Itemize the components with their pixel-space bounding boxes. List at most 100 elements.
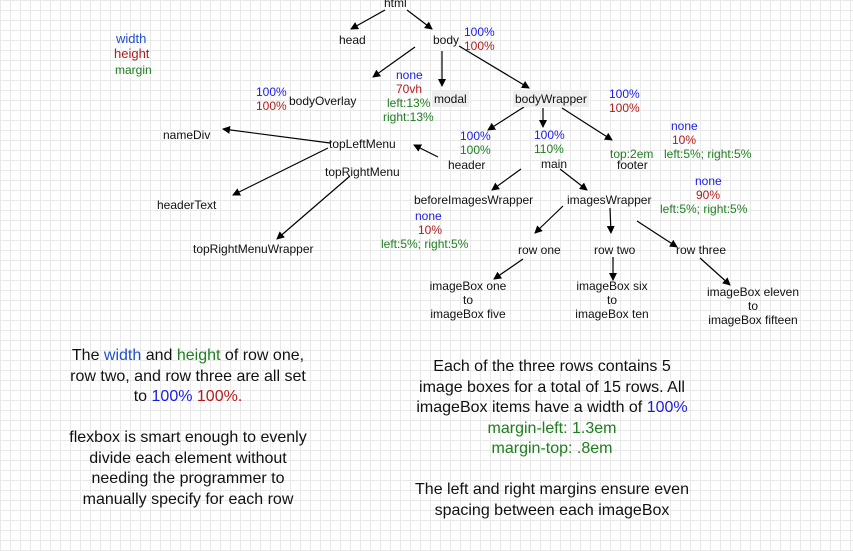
body-height: 100%: [464, 39, 495, 53]
arrow-imageswrapper-rowtwo: [606, 207, 615, 234]
arrow-rowthree-boxes: [699, 257, 731, 286]
node-modal: modal: [432, 91, 469, 107]
footer-width: none: [671, 119, 698, 133]
imagebox-group-one-line2: to: [462, 293, 473, 307]
node-main: main: [541, 157, 568, 171]
node-head: head: [339, 33, 366, 47]
node-bodyoverlay: bodyOverlay: [289, 94, 357, 108]
arrow-bodywrapper-footer: [561, 107, 613, 141]
note-left-pct-width: 100%: [151, 388, 193, 405]
note-left-text-c: of row one,: [220, 347, 305, 364]
arrow-topleftmenu-headertext: [232, 147, 329, 196]
node-header: header: [448, 158, 486, 172]
note-left-line2: row two, and row three are all set: [70, 367, 306, 385]
node-imagebox-group-three: imageBox eleven to imageBox fifteen: [703, 285, 803, 327]
legend-margin: margin: [115, 63, 152, 77]
node-footer: footer: [617, 158, 648, 172]
note-left-text-b: and: [141, 347, 177, 364]
bodyoverlay-height: 100%: [256, 99, 287, 113]
note-left-line3: to 100% 100%.: [40, 387, 336, 408]
bodywrapper-height: 100%: [609, 101, 640, 115]
header-width: 100%: [460, 129, 491, 143]
legend-width: width: [116, 31, 147, 46]
arrow-imageswrapper-rowone: [534, 205, 564, 234]
imagebox-group-three-line3: imageBox fifteen: [708, 313, 798, 327]
node-headertext: headerText: [157, 198, 217, 212]
note-right-line6: The left and right margins ensure even: [415, 481, 689, 498]
imageswrapper-height: 90%: [696, 188, 721, 202]
arrow-bodywrapper-header: [487, 106, 525, 131]
note-right-margin-top: margin-top: .8em: [491, 440, 613, 457]
arrow-rowone-boxes: [493, 258, 524, 280]
main-width: 100%: [534, 128, 565, 142]
note-left: The width and height of row one, row two…: [40, 346, 336, 510]
node-row-three: row three: [676, 243, 727, 257]
imagebox-group-one-line1: imageBox one: [429, 279, 507, 293]
node-imagebox-group-one: imageBox one to imageBox five: [428, 279, 508, 321]
arrow-imageswrapper-rowthree: [636, 220, 678, 248]
beforeimageswrapper-margins: left:5%; right:5%: [381, 237, 469, 251]
note-left-text-d: to: [133, 388, 152, 405]
node-html: html: [384, 0, 407, 10]
imagebox-group-three-line2: to: [747, 299, 758, 313]
note-left-p2-line3: needing the programmer to: [91, 470, 285, 487]
note-left-text-a: The: [71, 347, 104, 364]
note-left-line1: The width and height of row one,: [40, 346, 336, 367]
bodywrapper-width: 100%: [609, 87, 640, 101]
modal-width: none: [396, 68, 423, 82]
node-row-one: row one: [518, 243, 561, 257]
note-right-line1: Each of the three rows contains 5: [433, 358, 671, 375]
arrow-header-topleftmenu: [413, 144, 439, 158]
node-body: body: [433, 33, 460, 47]
imagebox-group-one-line3: imageBox five: [430, 307, 506, 321]
note-left-p2-line4: manually specify for each row: [82, 490, 294, 508]
modal-right: right:13%: [383, 110, 434, 124]
arrow-html-body: [406, 9, 433, 30]
imagebox-group-two-line1: imageBox six: [576, 279, 648, 293]
node-imagebox-group-two: imageBox six to imageBox ten: [570, 279, 654, 321]
note-left-width-word: width: [103, 347, 142, 364]
node-imageswrapper: imagesWrapper: [567, 193, 652, 207]
arrow-main-beforeimageswrapper: [491, 168, 522, 191]
imageswrapper-width: none: [695, 174, 722, 188]
node-bodywrapper: bodyWrapper: [513, 91, 589, 107]
imagebox-group-two-line2: to: [606, 293, 617, 307]
note-left-height-word: height: [176, 347, 221, 364]
body-width: 100%: [464, 25, 495, 39]
node-topleftmenu: topLeftMenu: [329, 137, 396, 151]
note-right-line3-text: imageBox items have a width of: [416, 399, 647, 416]
bodyoverlay-width: 100%: [256, 85, 287, 99]
note-right-pct: 100%: [646, 399, 688, 416]
beforeimageswrapper-height: 10%: [418, 223, 443, 237]
arrow-body-bodywrapper: [458, 45, 530, 89]
node-row-two: row two: [594, 243, 636, 257]
arrow-topleftmenu-toprightmenuwrapper: [276, 175, 351, 240]
note-left-p2-line2: divide each element without: [89, 449, 287, 467]
modal-left: left:13%: [387, 96, 431, 110]
arrow-html-head: [350, 9, 386, 30]
node-namediv: nameDiv: [163, 128, 211, 142]
footer-height: 10%: [672, 133, 697, 147]
note-left-pct-height: 100%.: [196, 388, 243, 405]
note-right-line3: imageBox items have a width of 100%: [387, 398, 717, 419]
node-beforeimageswrapper: beforeImagesWrapper: [414, 193, 534, 207]
note-left-p2-line1: flexbox is smart enough to evenly: [69, 429, 307, 446]
footer-top: top:2em: [610, 147, 654, 161]
imageswrapper-margins: left:5%; right:5%: [660, 202, 748, 216]
imagebox-group-three-line1: imageBox eleven: [706, 285, 800, 299]
arrow-main-imageswrapper: [559, 168, 588, 191]
node-toprightmenuwrapper: topRightMenuWrapper: [193, 242, 314, 256]
imagebox-group-two-line3: imageBox ten: [575, 307, 649, 321]
node-toprightmenu: topRightMenu: [325, 165, 400, 179]
footer-margins: left:5%; right:5%: [664, 147, 752, 161]
modal-height: 70vh: [396, 82, 423, 96]
legend-height: height: [114, 46, 150, 61]
main-height: 110%: [534, 142, 564, 156]
arrow-topleftmenu-namediv: [222, 125, 331, 144]
note-right: Each of the three rows contains 5 image …: [387, 357, 717, 521]
note-right-line7: spacing between each imageBox: [434, 501, 670, 519]
note-right-line2: image boxes for a total of 15 rows. All: [419, 378, 685, 396]
beforeimageswrapper-width: none: [415, 209, 442, 223]
note-right-margin-left: margin-left: 1.3em: [487, 419, 617, 437]
